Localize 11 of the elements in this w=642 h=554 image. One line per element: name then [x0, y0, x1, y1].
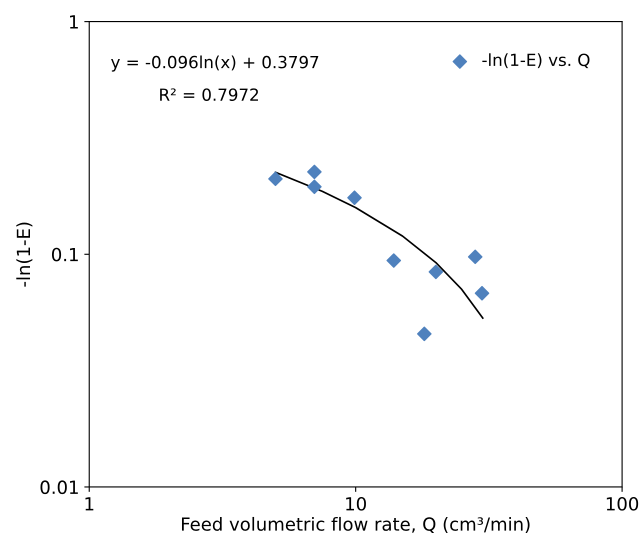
annotation: R² = 0.7972	[160, 88, 258, 101]
x-axis-title: Feed volumetric flow rate, Q (cm³/min)	[182, 516, 530, 534]
x-tick-label: 10	[346, 497, 366, 511]
legend-label: -ln(1-E) vs. Q	[482, 53, 590, 68]
annotation: y = -0.096ln(x) + 0.3797	[111, 55, 318, 72]
x-tick-label: 100	[606, 497, 638, 511]
y-tick-label: 0.01	[40, 480, 78, 494]
y-axis-title: -ln(1-E)	[16, 222, 32, 287]
y-tick-label: 1	[70, 15, 78, 28]
x-tick-label: 1	[85, 497, 94, 510]
y-tick-label: 0.1	[52, 248, 78, 262]
